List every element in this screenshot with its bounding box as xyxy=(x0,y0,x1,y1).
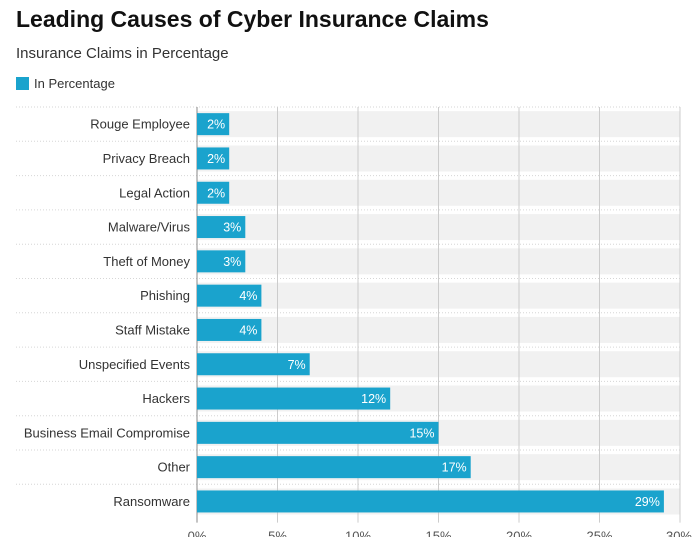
category-label: Unspecified Events xyxy=(79,357,191,372)
category-label: Rouge Employee xyxy=(90,117,190,132)
bar-value-label: 2% xyxy=(207,152,225,166)
bar-value-label: 15% xyxy=(409,426,434,440)
bar-tracks xyxy=(16,106,680,515)
bar-value-label: 4% xyxy=(239,289,257,303)
category-label: Phishing xyxy=(140,288,190,303)
category-label: Legal Action xyxy=(119,185,190,200)
category-label: Ransomware xyxy=(113,494,190,509)
bar xyxy=(197,318,262,341)
legend-swatch xyxy=(16,77,29,90)
category-labels: Rouge Employee Privacy Breach Legal Action… xyxy=(24,117,191,509)
bar xyxy=(197,113,230,136)
bar-value-label: 2% xyxy=(207,186,225,200)
category-label: Malware/Virus xyxy=(108,220,191,235)
x-tick-label: 20% xyxy=(506,529,532,537)
x-tick-label: 25% xyxy=(586,529,612,537)
chart-title: Leading Causes of Cyber Insurance Claims xyxy=(16,6,489,32)
bar xyxy=(197,216,246,239)
legend-label: In Percentage xyxy=(34,76,115,91)
x-tick-label: 5% xyxy=(268,529,287,537)
bar xyxy=(197,490,664,513)
chart-legend: In Percentage xyxy=(16,76,115,91)
bar xyxy=(197,456,471,479)
bar xyxy=(197,147,230,170)
x-tick-label: 15% xyxy=(425,529,451,537)
grid-lines xyxy=(196,107,681,523)
bar-value-label: 2% xyxy=(207,118,225,132)
x-tick-label: 30% xyxy=(666,529,692,537)
category-label: Hackers xyxy=(142,391,190,406)
bar xyxy=(197,353,310,376)
bar-value-label: 29% xyxy=(635,495,660,509)
bar xyxy=(197,284,262,307)
bar-value-label: 12% xyxy=(361,392,386,406)
category-label: Theft of Money xyxy=(103,254,190,269)
bar-value-label: 7% xyxy=(288,358,306,372)
bar xyxy=(197,250,246,273)
bar xyxy=(197,181,230,204)
category-label: Staff Mistake xyxy=(115,322,190,337)
category-label: Other xyxy=(157,460,190,475)
x-axis-tick-labels: 0% 5% 10% 15% 20% 25% 30% xyxy=(188,529,693,537)
category-label: Business Email Compromise xyxy=(24,425,190,440)
bar-value-label: 3% xyxy=(223,255,241,269)
bar-value-label: 4% xyxy=(239,323,257,337)
bar xyxy=(197,387,391,410)
bar-value-label: 17% xyxy=(442,461,467,475)
chart-subtitle: Insurance Claims in Percentage xyxy=(16,45,229,62)
x-tick-label: 0% xyxy=(188,529,207,537)
category-label: Privacy Breach xyxy=(103,151,190,166)
x-tick-label: 10% xyxy=(345,529,371,537)
bars: 2% 2% 2% 3% 3% 4% 4% 7% 12% 15% 17% 29% xyxy=(197,113,664,513)
bar-value-label: 3% xyxy=(223,221,241,235)
bar xyxy=(197,421,439,444)
